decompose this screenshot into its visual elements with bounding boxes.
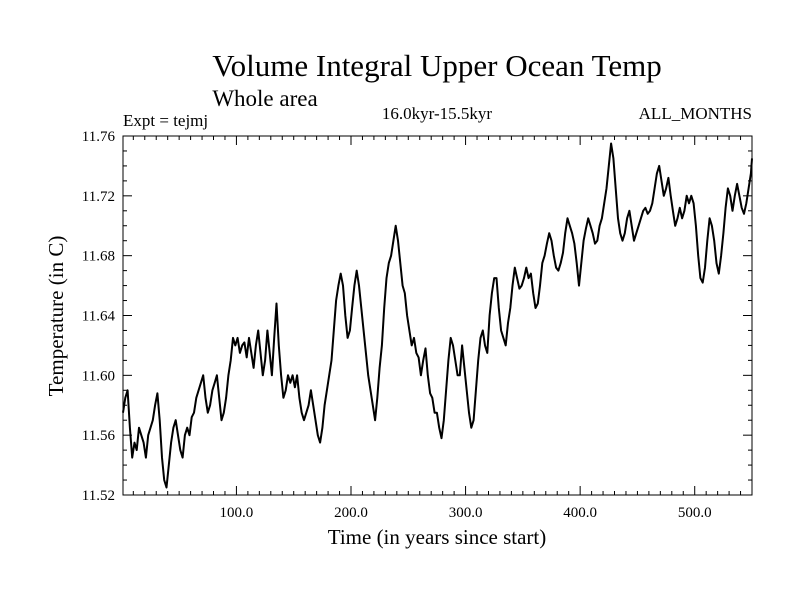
chart-title: Volume Integral Upper Ocean Temp [212,48,662,83]
x-tick-label: 300.0 [449,505,483,521]
y-tick-label: 11.64 [82,309,116,325]
period-label: 16.0kyr-15.5kyr [382,104,492,123]
x-tick-label: 500.0 [678,505,712,521]
axis-ticks [123,135,752,496]
x-tick-label: 400.0 [563,505,597,521]
y-tick-label: 11.76 [82,129,116,145]
temperature-series-line [122,142,753,489]
chart-subtitle: Whole area [212,86,317,111]
y-tick-label: 11.72 [82,189,115,205]
y-tick-label: 11.52 [82,488,115,504]
y-tick-label: 11.56 [82,428,116,444]
tick-labels: 100.0 200.0 300.0 400.0 500.0 11.52 11.56 11.60… [82,129,712,521]
x-axis-label: Time (in years since start) [328,525,547,549]
x-tick-label: 200.0 [334,505,368,521]
y-tick-label: 11.60 [82,368,115,384]
y-tick-label: 11.68 [82,249,115,265]
x-tick-label: 100.0 [220,505,254,521]
y-axis-label: Temperature (in C) [44,236,68,397]
plot-frame [122,135,753,496]
expt-label: Expt = tejmj [123,111,208,130]
months-label: ALL_MONTHS [639,104,752,123]
